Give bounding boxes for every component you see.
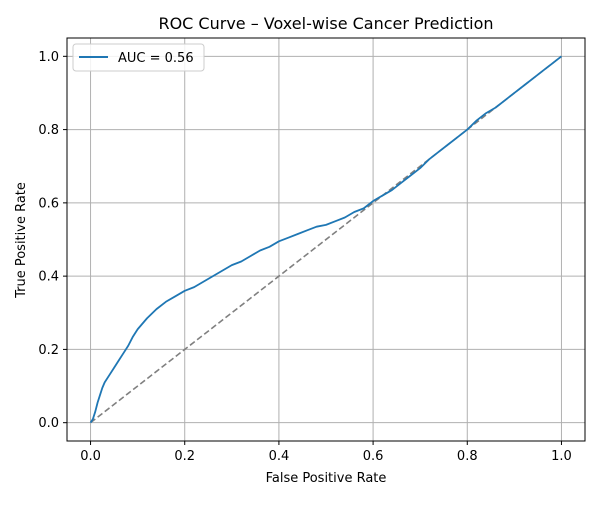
x-tick-label: 0.0 [80, 449, 101, 464]
x-axis-ticks: 0.0 0.2 0.4 0.6 0.8 1.0 [80, 441, 572, 464]
x-tick-label: 0.2 [174, 449, 195, 464]
y-axis-ticks: 0.0 0.2 0.4 0.6 0.8 1.0 [38, 50, 67, 431]
y-tick-label: 0.2 [38, 343, 59, 358]
chart-title: ROC Curve – Voxel-wise Cancer Prediction [158, 14, 493, 33]
y-tick-label: 1.0 [38, 50, 59, 65]
x-axis-label: False Positive Rate [266, 471, 387, 486]
plot-frame [66, 37, 586, 442]
legend: AUC = 0.56 [72, 43, 205, 72]
y-tick-label: 0.8 [38, 123, 59, 138]
legend-label: AUC = 0.56 [118, 51, 194, 66]
plot-series [89, 55, 563, 424]
x-tick-label: 0.6 [363, 449, 384, 464]
y-tick-label: 0.6 [38, 196, 59, 211]
x-tick-label: 0.4 [269, 449, 290, 464]
y-tick-label: 0.4 [38, 270, 59, 285]
y-axis-label: True Positive Rate [14, 182, 29, 299]
x-tick-label: 1.0 [551, 449, 572, 464]
legend-box [72, 43, 205, 72]
chance-diagonal-line [90, 55, 562, 424]
roc-curve-line [89, 55, 563, 424]
x-tick-label: 0.8 [457, 449, 478, 464]
y-tick-label: 0.0 [38, 416, 59, 431]
